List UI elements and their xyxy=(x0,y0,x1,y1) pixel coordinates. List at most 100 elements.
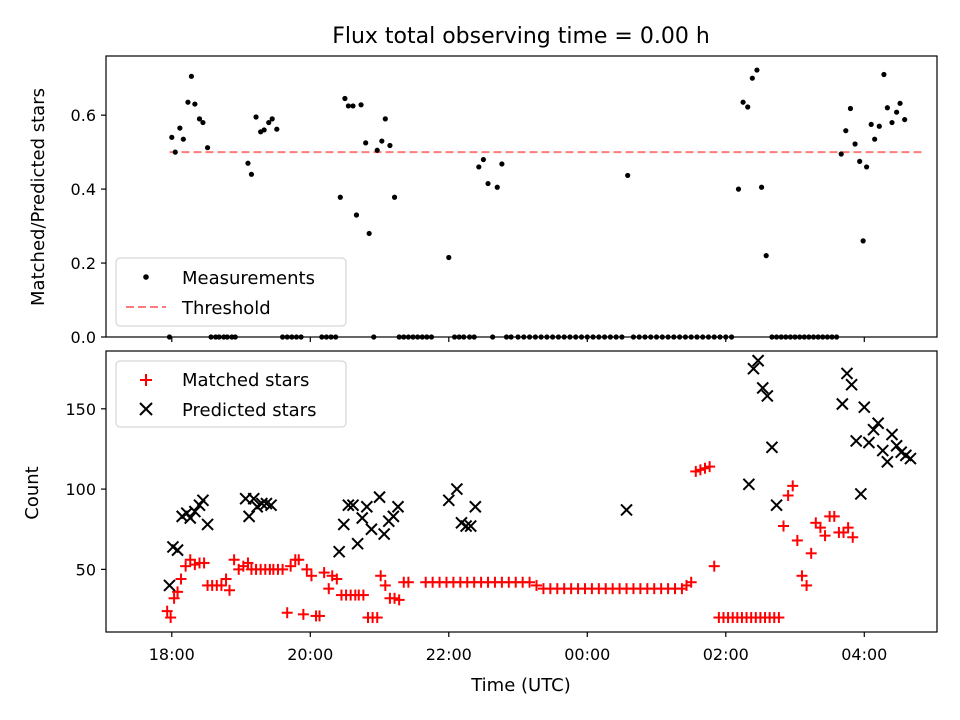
top-chart-title: Flux total observing time = 0.00 h xyxy=(332,24,710,49)
matched-stars-point xyxy=(175,573,187,585)
top-y-ticks: 0.0 0.2 0.4 0.6 xyxy=(71,106,106,347)
measurement-point xyxy=(872,136,878,142)
measurement-point xyxy=(172,149,178,155)
predicted-stars-point xyxy=(373,490,386,504)
top-y-tick-label: 0.2 xyxy=(71,254,96,273)
measurement-point xyxy=(345,103,351,109)
matched-stars-point xyxy=(796,570,808,582)
bottom-plot-area xyxy=(161,354,917,624)
bottom-legend-box xyxy=(115,360,347,428)
measurement-point xyxy=(248,171,255,177)
matched-stars-point xyxy=(524,576,536,588)
predicted-stars-point xyxy=(876,444,889,457)
measurement-point xyxy=(379,138,385,144)
predicted-stars-point xyxy=(342,498,355,512)
matched-stars-point xyxy=(161,605,173,617)
predicted-stars-point xyxy=(242,510,256,523)
predicted-stars-point xyxy=(620,503,633,517)
bottom-x-ticks: 18:00 20:00 22:00 00:00 02:00 04:00 xyxy=(149,632,887,664)
predicted-stars-point xyxy=(442,494,455,507)
bottom-x-axis-label: Time (UTC) xyxy=(470,675,571,696)
bottom-x-tick-label: 02:00 xyxy=(703,645,749,664)
measurement-point xyxy=(480,156,487,163)
predicted-stars-point xyxy=(751,354,765,367)
bottom-axes-frame xyxy=(105,350,938,633)
matched-stars-point xyxy=(828,510,840,522)
measurement-point xyxy=(902,116,908,123)
predicted-stars-point xyxy=(387,510,400,523)
predicted-stars-point xyxy=(360,500,374,513)
matched-stars-point xyxy=(223,584,235,596)
matched-stars-point xyxy=(791,534,803,546)
matched-stars-point xyxy=(402,576,414,588)
matched-stars-point xyxy=(371,612,383,624)
measurement-point xyxy=(366,230,372,237)
bottom-y-tick-label: 100 xyxy=(65,480,96,499)
measurement-point xyxy=(363,140,369,146)
matched-stars-point xyxy=(323,583,335,595)
measurement-point xyxy=(342,95,348,102)
top-legend-box xyxy=(115,257,347,327)
measurement-point xyxy=(894,109,900,115)
measurement-point xyxy=(185,99,191,105)
measurement-point xyxy=(876,123,882,129)
matched-stars-point xyxy=(242,557,254,569)
predicted-stars-point xyxy=(770,498,783,512)
predicted-stars-point xyxy=(351,537,364,550)
predicted-stars-point xyxy=(742,478,756,491)
measurement-point xyxy=(847,105,854,112)
predicted-stars-point xyxy=(840,367,854,380)
matched-stars-point xyxy=(198,557,210,569)
predicted-stars-point xyxy=(171,543,184,557)
measurement-point xyxy=(745,104,751,110)
measurement-point xyxy=(269,116,275,122)
predicted-stars-point xyxy=(854,487,868,501)
legend-measurements-label: Measurements xyxy=(182,268,315,289)
measurement-point xyxy=(476,164,482,170)
bottom-y-tick-label: 50 xyxy=(76,560,96,579)
top-legend: Measurements Threshold xyxy=(115,257,347,327)
matched-stars-point xyxy=(375,570,387,582)
matched-stars-point xyxy=(847,531,859,543)
measurement-point xyxy=(266,119,272,126)
matched-stars-point xyxy=(220,573,232,585)
matched-stars-point xyxy=(172,586,184,598)
legend-threshold-label: Threshold xyxy=(181,298,271,319)
predicted-stars-point xyxy=(188,505,202,518)
matched-stars-point xyxy=(805,547,817,559)
measurement-point xyxy=(494,184,500,190)
predicted-stars-point xyxy=(346,498,360,512)
measurement-point xyxy=(625,172,631,179)
predicted-stars-point xyxy=(747,362,760,375)
top-axes-frame xyxy=(105,55,938,338)
matched-stars-point xyxy=(281,607,293,619)
predicted-stars-point xyxy=(391,500,405,513)
matched-stars-point xyxy=(314,610,326,622)
measurement-point xyxy=(200,119,206,126)
top-y-tick-label: 0.6 xyxy=(71,106,96,125)
measurement-point xyxy=(196,116,203,122)
measurement-point xyxy=(843,128,849,134)
predicted-stars-point xyxy=(459,519,473,533)
bottom-x-tick-label: 20:00 xyxy=(287,645,333,664)
measurement-point xyxy=(884,105,890,111)
measurement-point xyxy=(169,134,175,140)
top-y-axis-label: Matched/Predicted stars xyxy=(28,88,49,306)
matched-stars-point xyxy=(165,612,177,624)
predicted-stars-point xyxy=(845,378,858,391)
matched-stars-point xyxy=(168,592,180,604)
predicted-stars-point xyxy=(904,452,917,465)
measurement-point xyxy=(180,136,186,142)
bottom-x-tick-label: 18:00 xyxy=(149,645,195,664)
measurement-point xyxy=(763,253,769,259)
measurement-point xyxy=(852,141,858,147)
measurement-point xyxy=(261,127,267,133)
measurement-point xyxy=(177,125,183,131)
bottom-y-tick-label: 150 xyxy=(65,400,96,419)
matched-stars-point xyxy=(305,570,317,582)
matched-stars-point xyxy=(814,522,826,534)
matched-stars-point xyxy=(782,490,794,502)
measurement-point xyxy=(274,126,280,132)
measurement-point xyxy=(499,161,505,167)
measurement-point xyxy=(881,71,887,78)
